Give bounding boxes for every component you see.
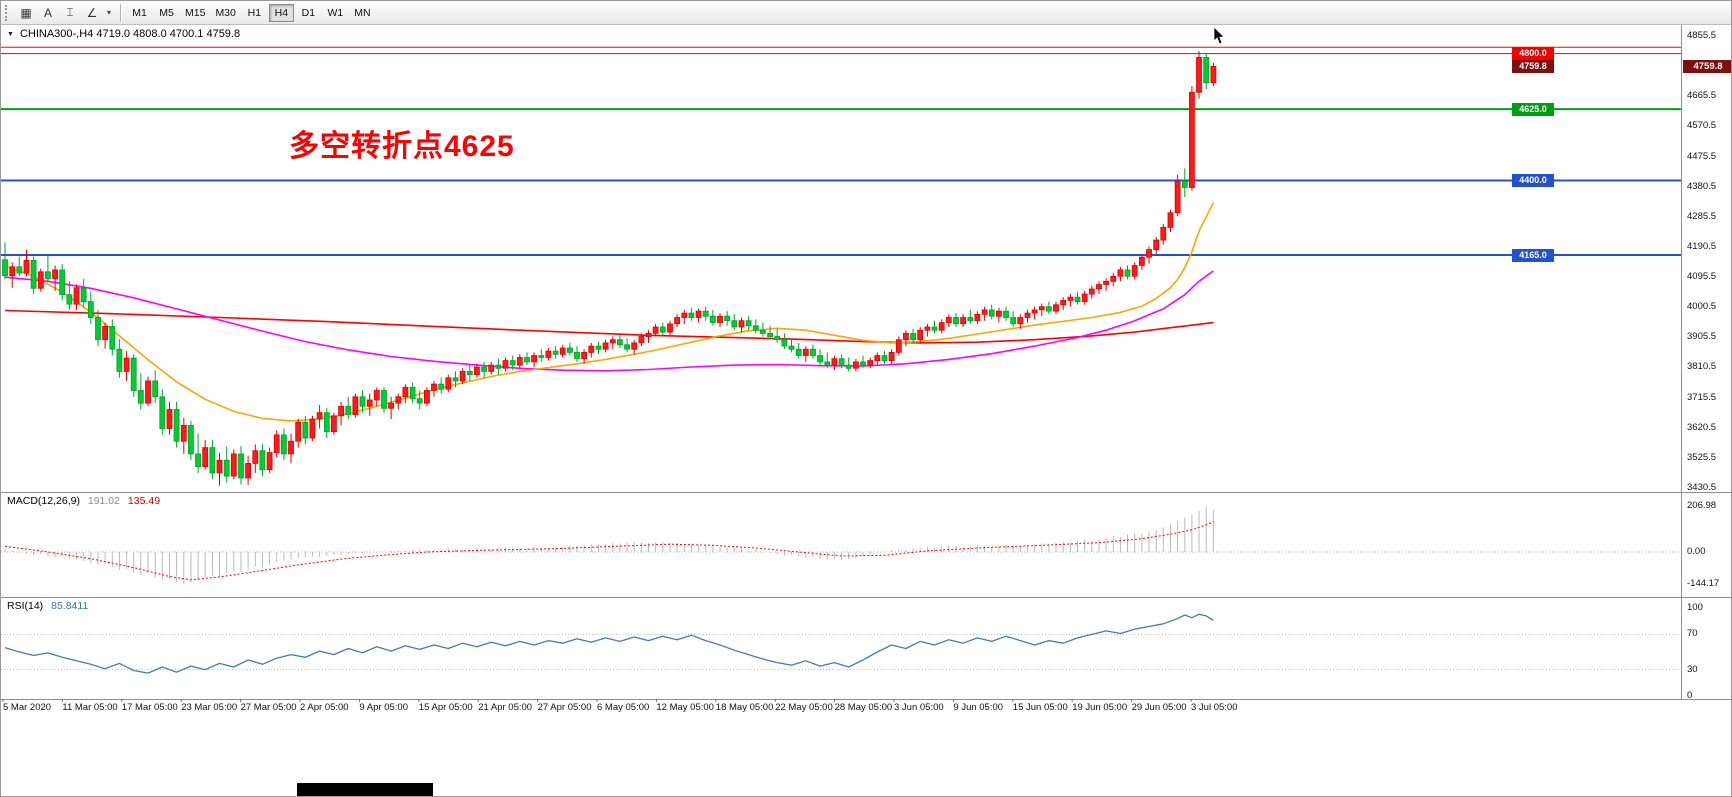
price-scale-tick[interactable]: 4855.5: [1687, 30, 1717, 41]
level-price-badge[interactable]: 4625.0: [1512, 102, 1554, 116]
chart-annotation: 多空转折点4625: [289, 130, 515, 163]
price-scale-tick[interactable]: 4000.5: [1687, 301, 1717, 313]
timeframe-w1-button[interactable]: W1: [323, 4, 348, 22]
toolbar-grip[interactable]: [5, 4, 11, 21]
price-scale-tick[interactable]: 3810.5: [1687, 361, 1717, 373]
macd-name: MACD(12,26,9): [7, 495, 80, 507]
timeframe-m5-button[interactable]: M5: [154, 4, 179, 22]
taskbar-fragment: [297, 783, 433, 796]
date-axis-label[interactable]: 9 Apr 05:00: [359, 702, 408, 713]
price-scale-tick[interactable]: 3525.5: [1687, 451, 1717, 463]
date-axis-label[interactable]: 19 Jun 05:00: [1072, 702, 1128, 713]
date-axis-label[interactable]: 27 Mar 05:00: [240, 702, 297, 713]
angle-tool-icon[interactable]: ∠: [81, 3, 103, 23]
price-scale-tick[interactable]: 4570.5: [1687, 120, 1717, 132]
price-scale-tick[interactable]: 4665.5: [1687, 90, 1717, 102]
level-price-badge[interactable]: 4400.0: [1512, 173, 1554, 187]
date-axis-label[interactable]: 23 Mar 05:00: [181, 702, 238, 713]
date-axis-label[interactable]: 28 May 05:00: [834, 702, 893, 713]
timeframe-m1-button[interactable]: M1: [127, 4, 152, 22]
symbol-ohlc-text: CHINA300-,H4 4719.0 4808.0 4700.1 4759.8: [19, 28, 241, 40]
date-axis-label[interactable]: 21 Apr 05:00: [478, 702, 533, 713]
price-scale-tick[interactable]: 4285.5: [1687, 210, 1717, 222]
price-scale-tick[interactable]: 4190.5: [1687, 240, 1717, 252]
chart-canvas: [1, 25, 1731, 702]
macd-signal-value: 135.49: [127, 495, 161, 507]
marker-tool-icon[interactable]: ⌶: [59, 3, 81, 23]
price-scale-tick[interactable]: 3715.5: [1687, 391, 1717, 403]
text-tool-icon[interactable]: A: [37, 3, 59, 23]
date-axis-label[interactable]: 9 Jun 05:00: [953, 702, 1004, 713]
chart-layout-icon[interactable]: ▦: [15, 3, 37, 23]
date-axis-label[interactable]: 17 Mar 05:00: [121, 702, 178, 713]
timeframe-d1-button[interactable]: D1: [296, 4, 321, 22]
price-scale-tick[interactable]: 3430.5: [1687, 482, 1717, 493]
rsi-scale-tick[interactable]: 70: [1687, 628, 1698, 640]
macd-scale-tick[interactable]: -144.17: [1687, 578, 1720, 590]
chart-area[interactable]: ▼ CHINA300-,H4 4719.0 4808.0 4700.1 4759…: [1, 25, 1731, 796]
price-scale-tick[interactable]: 3905.5: [1687, 331, 1717, 343]
date-axis-label[interactable]: 11 Mar 05:00: [62, 702, 118, 713]
price-scale-tick[interactable]: 4380.5: [1687, 180, 1717, 192]
rsi-scale-tick[interactable]: 30: [1687, 663, 1698, 675]
date-axis-label[interactable]: 27 Apr 05:00: [537, 702, 592, 713]
macd-scale-tick[interactable]: 0.00: [1687, 546, 1706, 557]
timeframe-m15-button[interactable]: M15: [181, 4, 209, 22]
rsi-value: 85.8411: [51, 600, 89, 612]
current-price-badge: 4759.8: [1683, 59, 1731, 73]
price-scale-tick[interactable]: 4475.5: [1687, 150, 1717, 162]
collapse-arrow-icon[interactable]: ▼: [7, 30, 14, 38]
rsi-label: RSI(14) 85.8411: [7, 600, 88, 612]
date-axis-label[interactable]: 3 Jun 05:00: [894, 702, 944, 713]
date-axis-label[interactable]: 18 May 05:00: [715, 702, 774, 713]
rsi-scale-tick[interactable]: 0: [1687, 690, 1693, 701]
level-price-badge[interactable]: 4165.0: [1512, 248, 1554, 262]
date-axis-label[interactable]: 12 May 05:00: [656, 702, 714, 713]
level-price-badge[interactable]: 4800.0: [1512, 47, 1554, 61]
date-axis-label[interactable]: 29 Jun 05:00: [1131, 702, 1187, 713]
date-axis-label[interactable]: 6 May 05:00: [597, 702, 650, 713]
date-axis-label[interactable]: 2 Apr 05:00: [300, 702, 349, 713]
timeframe-h4-button[interactable]: H4: [268, 3, 294, 22]
date-axis-label[interactable]: 3 Jul 05:00: [1191, 702, 1238, 713]
price-scale-tick[interactable]: 4095.5: [1687, 271, 1717, 283]
current-price-line-badge: 4759.8: [1512, 59, 1554, 73]
timeframe-h1-button[interactable]: H1: [242, 4, 267, 22]
chart-symbol-title: ▼ CHINA300-,H4 4719.0 4808.0 4700.1 4759…: [7, 28, 240, 40]
rsi-scale-tick[interactable]: 100: [1687, 602, 1703, 613]
price-scale-tick[interactable]: 3620.5: [1687, 421, 1717, 433]
macd-scale-tick[interactable]: 206.98: [1687, 499, 1717, 511]
date-axis-label[interactable]: 15 Apr 05:00: [418, 702, 473, 713]
rsi-name: RSI(14): [7, 600, 44, 612]
date-axis-label[interactable]: 22 May 05:00: [775, 702, 833, 713]
date-axis-label[interactable]: 5 Mar 2020: [3, 702, 52, 713]
macd-label: MACD(12,26,9) 191.02 135.49: [7, 495, 160, 507]
macd-main-value: 191.02: [87, 495, 120, 507]
dropdown-caret-icon[interactable]: ▾: [103, 3, 115, 23]
timeframe-m30-button[interactable]: M30: [211, 4, 239, 22]
date-axis-label[interactable]: 15 Jun 05:00: [1012, 702, 1068, 713]
toolbar-separator: [120, 3, 121, 22]
toolbar: ▦ A ⌶ ∠ ▾ M1 M5 M15 M30 H1 H4 D1 W1 MN: [1, 1, 1731, 25]
timeframe-mn-button[interactable]: MN: [350, 4, 375, 22]
mouse-cursor-icon: [1213, 26, 1227, 50]
